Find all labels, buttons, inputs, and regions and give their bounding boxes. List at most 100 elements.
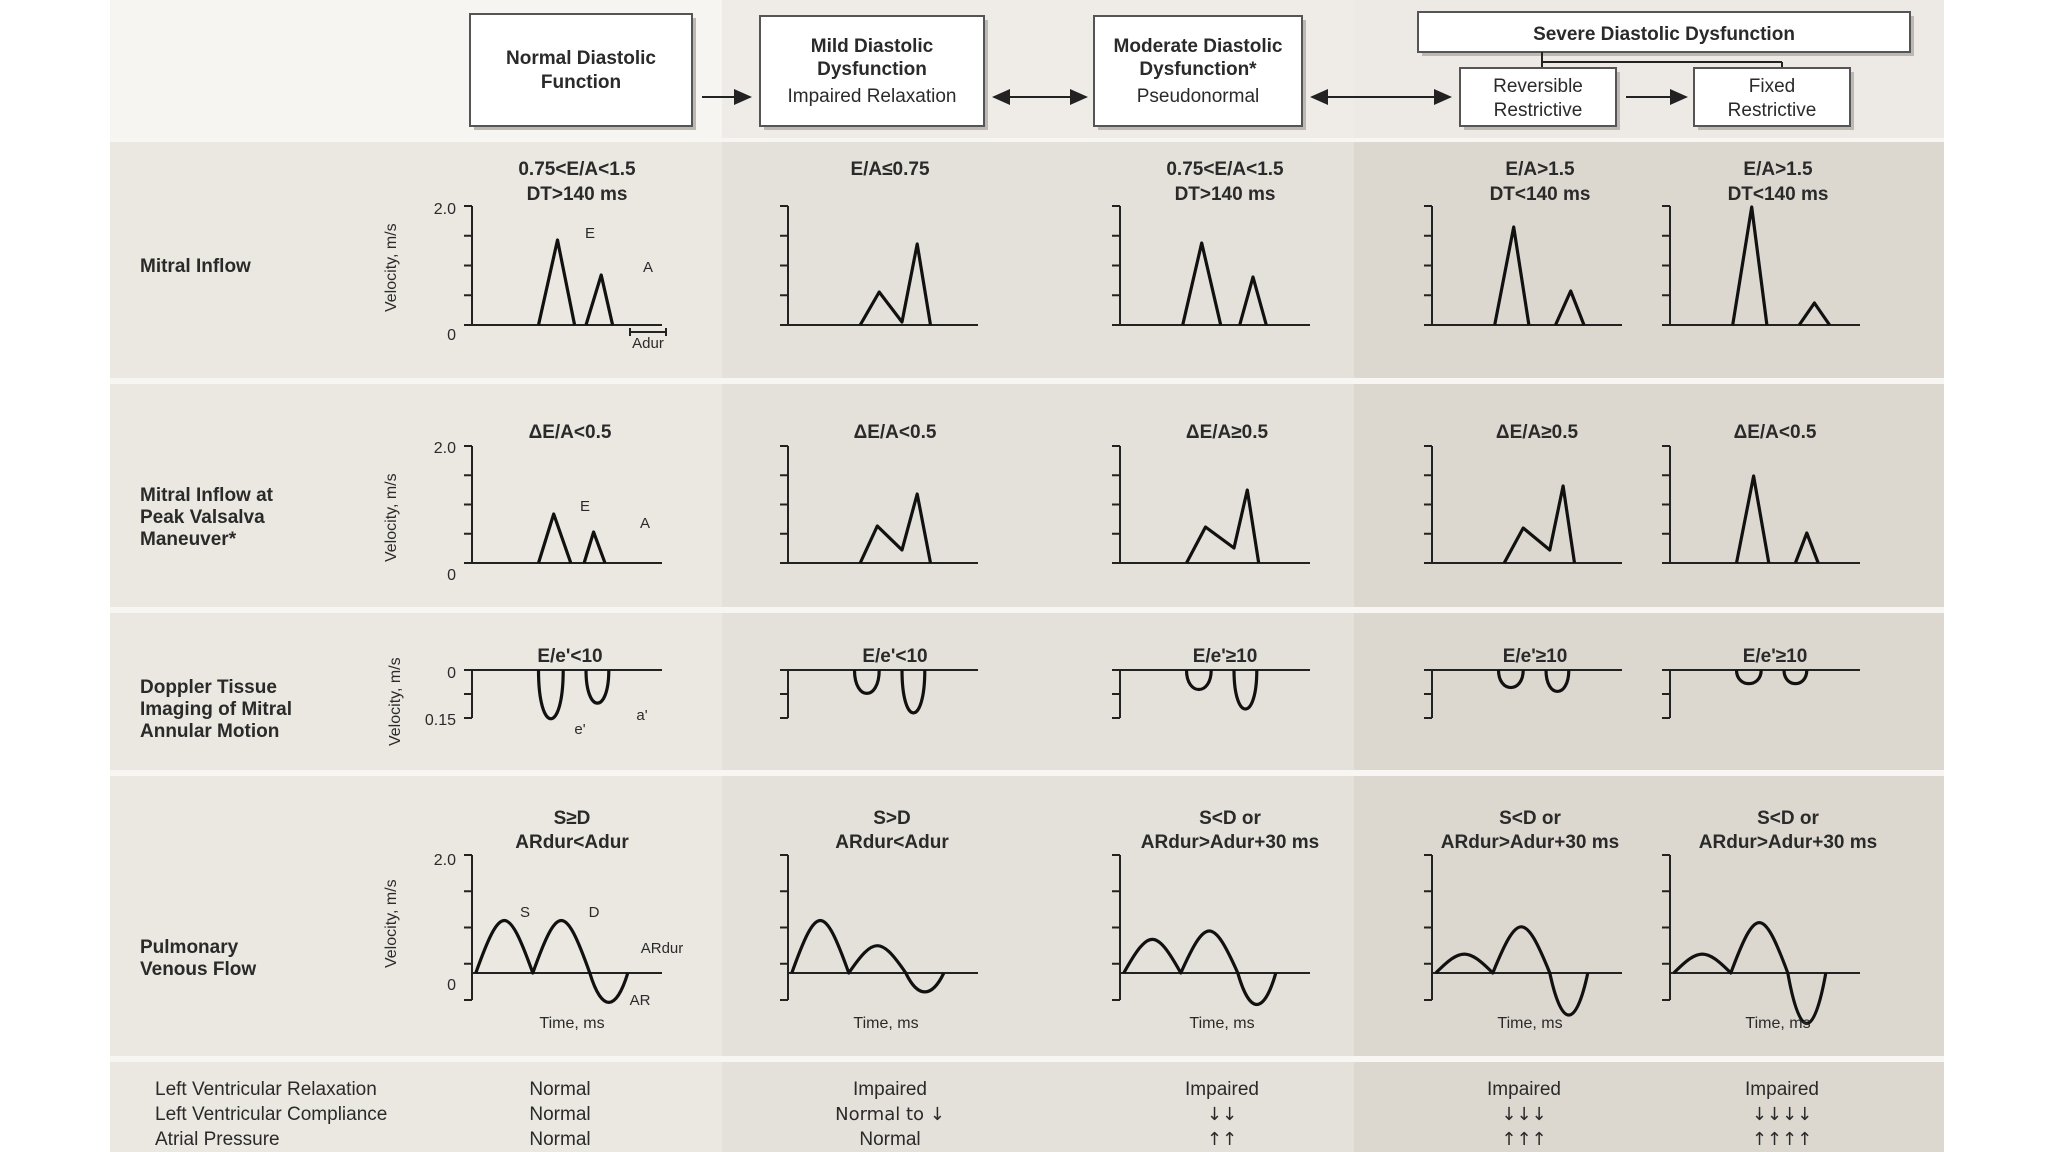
summary-label: Left Ventricular Compliance	[155, 1104, 387, 1125]
svg-text:Mitral Inflow at: Mitral Inflow at	[140, 485, 274, 506]
mitral-panel-ticks	[1424, 205, 1432, 326]
mitral-panel-ticks	[1662, 205, 1670, 326]
header-severe-title: Severe Diastolic Dysfunction	[1533, 24, 1795, 45]
valsalva-waveform	[1502, 484, 1577, 564]
xlabel: Time, ms	[1497, 1015, 1562, 1032]
criteria-line: E/e'≥10	[1193, 646, 1258, 667]
pulmonary-panel-ticks	[1424, 854, 1432, 1001]
summary-value: Normal	[859, 1129, 920, 1150]
ytick-bottom: 0	[447, 327, 456, 344]
peak-label-s: S	[520, 904, 530, 921]
yaxis-annotations: 2.0 0 Velocity, m/s 2.0 0 Velocity, m/s …	[383, 201, 456, 994]
peak-label-e: E	[585, 225, 595, 242]
criteria-line: ARdur<Adur	[835, 832, 949, 853]
criteria-valsalva: ΔE/A<0.5 ΔE/A<0.5 ΔE/A≥0.5 ΔE/A≥0.5 ΔE/A…	[529, 422, 1817, 443]
ylabel: Velocity, m/s	[387, 657, 404, 746]
peak-label-e: E	[580, 498, 590, 515]
xlabel: Time, ms	[853, 1015, 918, 1032]
svg-text:Imaging of Mitral: Imaging of Mitral	[140, 699, 292, 720]
header-fixed-line2: Restrictive	[1728, 100, 1817, 121]
valsalva-panel-ticks	[780, 445, 788, 564]
tissue-waveform	[1184, 669, 1259, 711]
ytick-top: 0	[447, 665, 456, 682]
row-separator	[110, 1056, 1944, 1062]
ytick-top: 2.0	[434, 201, 456, 218]
row-label-valsalva: Mitral Inflow at Peak Valsalva Maneuver*	[140, 485, 274, 550]
criteria-line: 0.75<E/A<1.5	[1166, 159, 1284, 180]
valsalva-panel-ticks	[1662, 445, 1670, 564]
valsalva-waveform	[1734, 474, 1820, 564]
mitral-waveform	[1493, 225, 1586, 326]
header-moderate-line2: Dysfunction*	[1139, 59, 1257, 80]
summary-value: ↑↑↑↑	[1752, 1129, 1812, 1150]
doppler-panels	[464, 205, 1860, 1025]
summary-value: Impaired	[853, 1079, 927, 1100]
ytick-bottom: 0	[447, 567, 456, 584]
svg-text:Annular Motion: Annular Motion	[140, 721, 279, 742]
row-label-mitral-inflow: Mitral Inflow	[140, 256, 251, 277]
ytick-top: 2.0	[434, 440, 456, 457]
diastolic-dysfunction-diagram: Normal Diastolic Function Mild Diastolic…	[110, 0, 1944, 1152]
summary-value: Normal	[529, 1104, 590, 1125]
ardur-label: ARdur	[641, 940, 684, 957]
criteria-line: ARdur>Adur+30 ms	[1699, 832, 1877, 853]
xlabel: Time, ms	[539, 1015, 604, 1032]
peak-label-a-prime: a'	[636, 707, 647, 724]
summary-value: Normal to ↓	[835, 1104, 945, 1125]
mitral-panel-ticks	[780, 205, 788, 326]
pulmonary-waveform	[1122, 929, 1278, 1006]
criteria-mitral-inflow: 0.75<E/A<1.5 DT>140 ms E/A≤0.75 0.75<E/A…	[518, 159, 1828, 205]
svg-text:Doppler Tissue: Doppler Tissue	[140, 677, 277, 698]
row-separator	[110, 770, 1944, 776]
svg-text:Venous Flow: Venous Flow	[140, 959, 256, 980]
criteria-tissue: E/e'<10 E/e'<10 E/e'≥10 E/e'≥10 E/e'≥10	[537, 646, 1807, 667]
pulmonary-panel-ticks	[1112, 854, 1120, 1001]
ylabel: Velocity, m/s	[383, 473, 400, 562]
diagram-canvas: Normal Diastolic Function Mild Diastolic…	[110, 0, 1944, 1152]
summary-label: Atrial Pressure	[155, 1129, 280, 1150]
pulmonary-waveform	[1672, 921, 1828, 1025]
peak-label-e-prime: e'	[574, 721, 585, 738]
header-reversible-line1: Reversible	[1493, 76, 1583, 97]
tissue-panel-ticks	[464, 669, 472, 719]
criteria-line: ΔE/A≥0.5	[1496, 422, 1579, 443]
adur-bracket	[629, 328, 667, 336]
criteria-line: E/A>1.5	[1743, 159, 1813, 180]
tissue-waveform	[1734, 669, 1809, 686]
header-normal-line1: Normal Diastolic	[506, 48, 656, 69]
pulmonary-panel-ticks	[1662, 854, 1670, 1001]
summary-label: Left Ventricular Relaxation	[155, 1079, 377, 1100]
criteria-line: ARdur>Adur+30 ms	[1141, 832, 1319, 853]
peak-label-a: A	[643, 259, 653, 276]
header-reversible-line2: Restrictive	[1494, 100, 1583, 121]
tissue-panel-ticks	[1424, 669, 1432, 719]
criteria-line: DT>140 ms	[1175, 184, 1276, 205]
criteria-line: E/e'≥10	[1743, 646, 1808, 667]
mitral-panel-ticks	[1112, 205, 1120, 326]
valsalva-waveform	[1185, 488, 1261, 564]
adur-label: Adur	[632, 335, 664, 352]
criteria-line: DT>140 ms	[527, 184, 628, 205]
criteria-line: E/A≤0.75	[850, 159, 930, 180]
row-separator	[110, 378, 1944, 384]
tissue-waveform	[1496, 669, 1571, 693]
summary-value: ↓↓↓↓	[1752, 1104, 1812, 1125]
summary-value: ↑↑↑	[1501, 1129, 1546, 1150]
tissue-panel-ticks	[1662, 669, 1670, 719]
summary-value: ↓↓	[1207, 1104, 1237, 1125]
summary-value: ↓↓↓	[1501, 1104, 1546, 1125]
peak-labels: E A Adur E A e' a' S D ARdur AR	[520, 225, 683, 1009]
header-moderate-line1: Moderate Diastolic	[1114, 36, 1283, 57]
xaxis-labels: Time, ms Time, ms Time, ms Time, ms Time…	[539, 1015, 1810, 1032]
criteria-line: DT<140 ms	[1728, 184, 1829, 205]
tissue-waveform	[852, 669, 927, 715]
criteria-line: ΔE/A≥0.5	[1186, 422, 1269, 443]
row-separator	[110, 607, 1944, 613]
criteria-line: S>D	[873, 808, 911, 829]
pulmonary-panel-ticks	[780, 854, 788, 1001]
header-mild-line2: Dysfunction	[817, 59, 927, 80]
summary-value: ↑↑	[1207, 1129, 1237, 1150]
svg-text:Maneuver*: Maneuver*	[140, 529, 237, 550]
header-normal-line2: Function	[541, 72, 621, 93]
valsalva-panel-ticks	[464, 445, 472, 564]
